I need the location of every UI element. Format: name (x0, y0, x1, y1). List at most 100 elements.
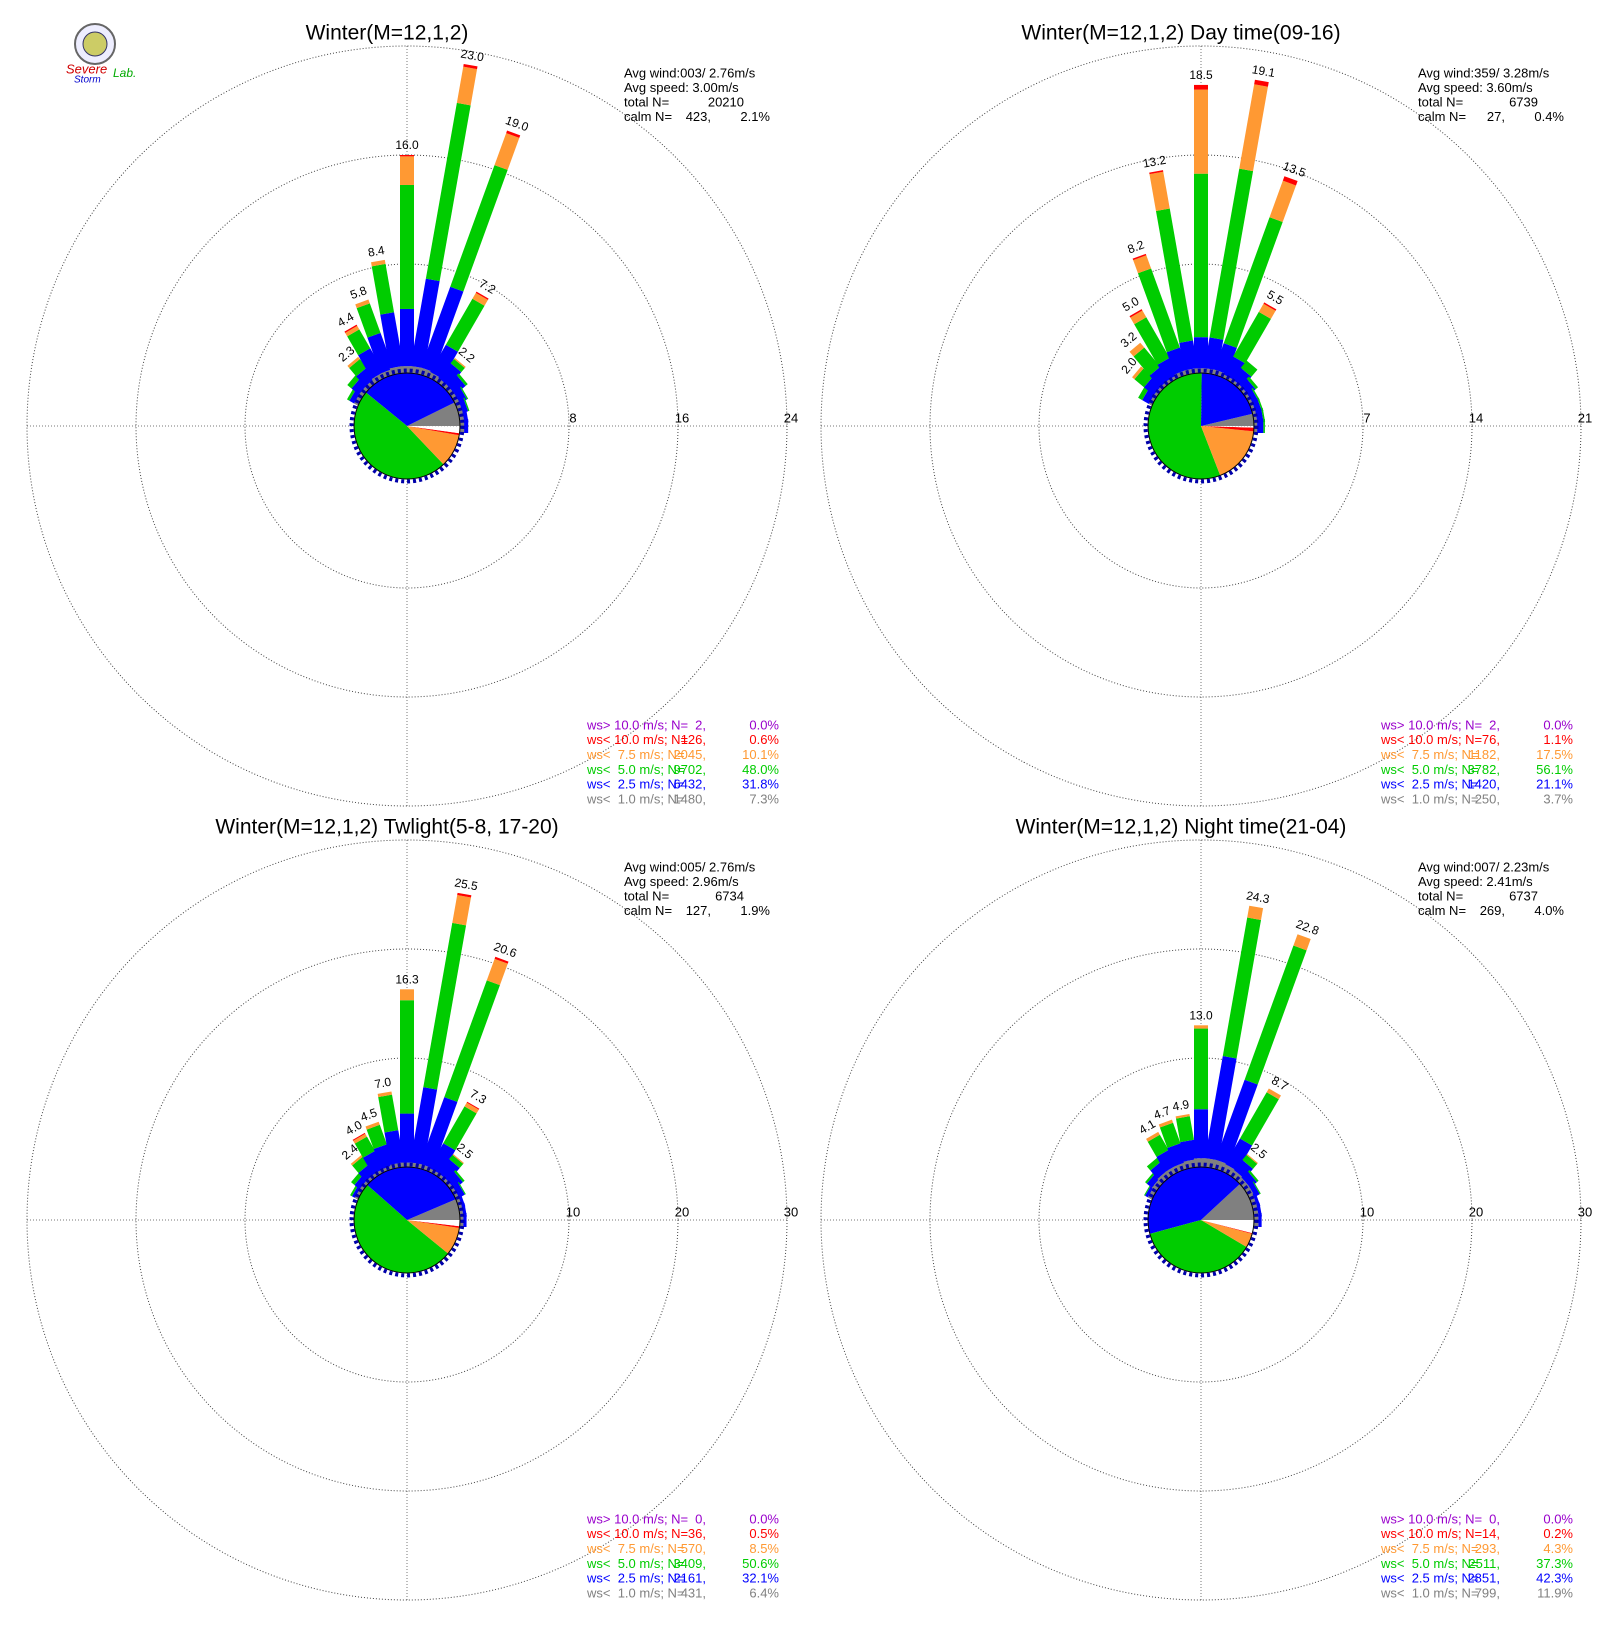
bar-segment (1222, 917, 1262, 1059)
bar-segment (1251, 387, 1260, 401)
legend-percent: 37.3% (1536, 1556, 1573, 1571)
bar-segment (1132, 366, 1144, 380)
legend-count: 293, (1475, 1541, 1500, 1556)
stats-value: 2.1% (740, 109, 770, 124)
legend-label: ws< 7.5 m/s; N= (586, 747, 685, 762)
bar-segment (1132, 253, 1147, 261)
bar-segment (1155, 208, 1194, 343)
bar-segment (354, 1136, 376, 1158)
bar-segment (1242, 1154, 1258, 1169)
bar-segment (420, 286, 464, 373)
stats-value: 6739 (1509, 94, 1538, 109)
legend-count: 3782, (1467, 762, 1500, 777)
bar-segment (1204, 1056, 1237, 1161)
pie-slice (1201, 426, 1254, 428)
stats-text: Avg speed: 2.96m/s (624, 874, 739, 889)
bar-total-label: 18.5 (1189, 68, 1213, 82)
stats-text: calm N= (624, 903, 672, 918)
small-bars-ring (349, 1162, 465, 1278)
grid-ring (1038, 263, 1364, 589)
logo: Severe Storm Lab. (66, 23, 136, 86)
legend-percent: 42.3% (1536, 1571, 1573, 1586)
r-tick-label: 30 (1578, 1204, 1592, 1219)
pie-slice (1201, 1220, 1254, 1234)
r-tick-label: 7 (1363, 410, 1370, 425)
legend-count: 36, (688, 1526, 706, 1541)
bar-total-label: 16.3 (395, 973, 419, 987)
logo-text: Severe (66, 61, 107, 76)
bar-segment (1133, 347, 1161, 376)
bar-segment (1247, 1170, 1259, 1183)
bar-segment (1194, 89, 1208, 174)
bar-segment (1246, 1154, 1258, 1164)
stats-value: 423, (686, 109, 711, 124)
legend-percent: 11.9% (1537, 1585, 1573, 1600)
legend-percent: 0.0% (1543, 717, 1573, 732)
bar-segment (1239, 1092, 1279, 1146)
bar-segment (1194, 173, 1208, 338)
legend-count: 1420, (1467, 777, 1500, 792)
bar-segment (457, 892, 472, 898)
pie-slice (1201, 426, 1254, 476)
pie-slice (407, 1220, 460, 1227)
bar-segment (1239, 84, 1268, 172)
bar-segment (423, 922, 467, 1090)
bar-segment (1157, 357, 1180, 381)
r-tick-label: 10 (1360, 1204, 1374, 1219)
bar-segment (456, 373, 468, 386)
stats-value: 20210 (708, 94, 744, 109)
pie-outline (1147, 372, 1255, 480)
legend-percent: 0.0% (749, 717, 779, 732)
bar-segment (400, 366, 414, 373)
legend-percent: 48.0% (742, 762, 779, 777)
legend-percent: 3.7% (1543, 791, 1573, 806)
legend-percent: 0.2% (1543, 1526, 1573, 1541)
bar-segment (1263, 302, 1277, 311)
stats-text: Avg speed: 3.60m/s (1418, 80, 1533, 95)
bar-segment (400, 1000, 414, 1114)
bar-segment (377, 1091, 393, 1098)
pie-slice (407, 426, 460, 434)
legend-count: 3409, (673, 1556, 706, 1571)
legend-count: 1182, (1468, 747, 1500, 762)
bar-segment (1225, 1138, 1253, 1171)
bar-segment (353, 1133, 367, 1144)
bar-segment (384, 1130, 404, 1165)
grid-ring (929, 948, 1473, 1492)
bar-total-label: 4.9 (1171, 1097, 1190, 1114)
bar-total-label: 8.4 (367, 243, 386, 260)
legend-percent: 21.1% (1536, 777, 1573, 792)
bar-total-label: 19.1 (1251, 62, 1277, 80)
bar-segment (1194, 337, 1208, 369)
bar-segment (454, 357, 466, 368)
r-tick-label: 8 (569, 410, 576, 425)
pie-slice (407, 1220, 460, 1228)
r-tick-label: 21 (1578, 410, 1592, 425)
pie-slice (1201, 1220, 1253, 1234)
stats-value: 127, (686, 903, 711, 918)
bar-segment (1146, 1157, 1162, 1171)
bar-segment (1223, 217, 1283, 348)
pie-slice (1201, 1220, 1253, 1247)
bar-segment (400, 156, 414, 185)
legend-count: 2, (695, 717, 706, 732)
panel-title: Winter(M=12,1,2) Twlight(5-8, 17-20) (215, 816, 558, 839)
bar-segment (362, 1150, 385, 1175)
grid-ring (929, 154, 1473, 698)
bar-segment (457, 1181, 466, 1195)
bar-segment (350, 1154, 363, 1166)
bar-segment (1176, 1116, 1194, 1143)
stats-text: Avg speed: 3.00m/s (624, 80, 739, 95)
bar-total-label: 13.0 (1189, 1008, 1213, 1022)
r-tick-label: 30 (784, 1204, 798, 1219)
bar-segment (1233, 311, 1271, 364)
r-tick-label: 16 (675, 410, 689, 425)
small-bars-ring (1143, 368, 1259, 484)
stats-text: calm N= (1418, 109, 1466, 124)
bar-segment (438, 363, 462, 387)
bar-segment (1194, 84, 1208, 90)
legend-label: ws< 1.0 m/s; N= (1380, 791, 1479, 806)
bar-segment (400, 184, 414, 309)
bar-segment (430, 344, 458, 379)
bar-segment (347, 374, 361, 389)
